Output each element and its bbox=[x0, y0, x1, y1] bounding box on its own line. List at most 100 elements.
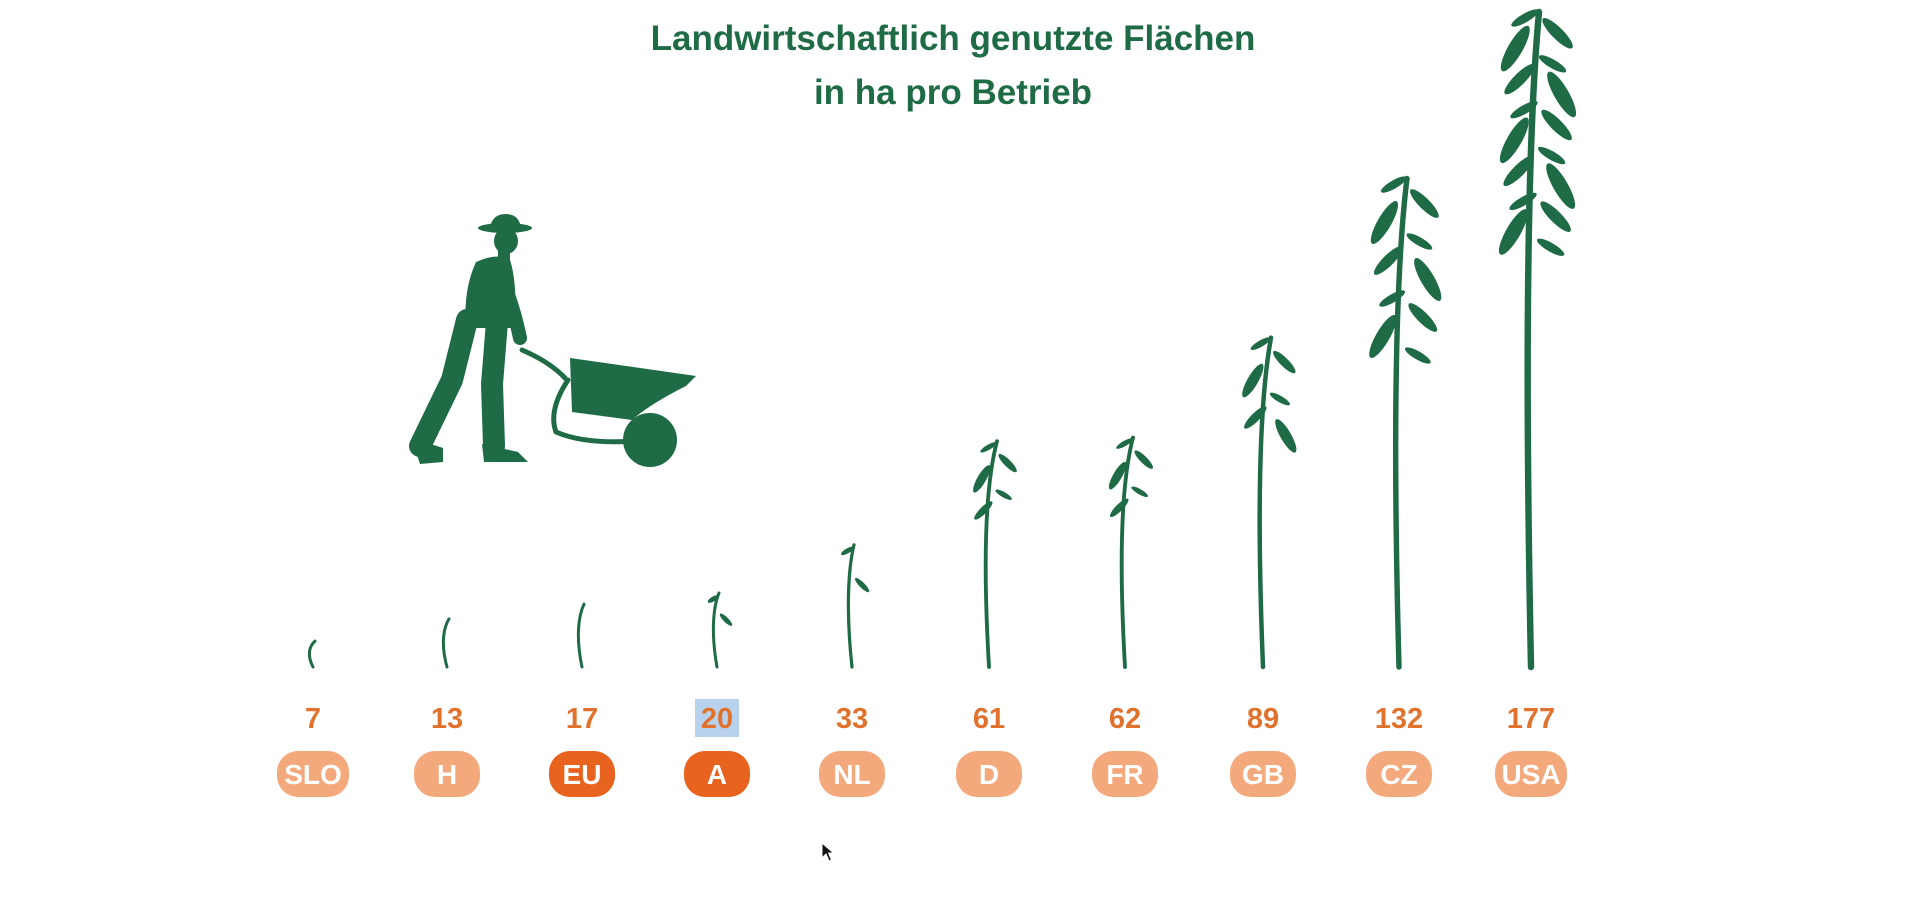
value-label-nl: 33 bbox=[836, 703, 868, 735]
badge-background bbox=[819, 751, 885, 797]
plant-leaf bbox=[1546, 163, 1576, 209]
plant-mark-fr bbox=[1108, 435, 1153, 669]
value-label-fr: 62 bbox=[1109, 703, 1141, 735]
value-labels-group: 7 13 17 20 33 61 62 89 132 177 bbox=[305, 699, 1555, 737]
plant-leaf bbox=[1379, 290, 1406, 307]
plant-leaf bbox=[998, 453, 1017, 473]
plant-leaf bbox=[1536, 238, 1565, 256]
plant-mark-gb bbox=[1242, 335, 1297, 670]
plant-leaf bbox=[1250, 337, 1271, 351]
plant-leaf bbox=[1509, 192, 1537, 211]
category-badge-h: H bbox=[414, 751, 480, 797]
plant-leaf bbox=[1108, 461, 1127, 490]
plant-leaf bbox=[995, 489, 1012, 500]
plant-leaf bbox=[1503, 155, 1534, 187]
badge-label: FR bbox=[1106, 759, 1143, 790]
plant-mark-nl bbox=[841, 543, 870, 669]
badge-background bbox=[414, 751, 480, 797]
plant-mark-usa bbox=[1498, 8, 1577, 671]
plant-leaf bbox=[1414, 258, 1442, 301]
plant-leaf bbox=[1110, 498, 1129, 518]
plant-mark-a bbox=[707, 591, 733, 669]
badge-background bbox=[1495, 751, 1567, 797]
plant-leaf bbox=[1542, 18, 1573, 49]
plant-leaf bbox=[707, 595, 719, 603]
badge-background bbox=[684, 751, 750, 797]
plant-leaf bbox=[1134, 450, 1153, 469]
category-badge-fr: FR bbox=[1092, 751, 1158, 797]
category-badge-a: A bbox=[684, 751, 750, 797]
badge-label: SLO bbox=[284, 759, 342, 790]
badge-label: GB bbox=[1242, 759, 1284, 790]
plant-leaf bbox=[855, 577, 870, 593]
badge-background bbox=[1092, 751, 1158, 797]
plant-leaf bbox=[1510, 101, 1538, 119]
chart-subtitle: in ha pro Betrieb bbox=[813, 73, 1093, 112]
category-badge-gb: GB bbox=[1230, 751, 1296, 797]
value-label-a: 20 bbox=[701, 703, 733, 735]
plant-leaf bbox=[1541, 109, 1572, 141]
category-badge-d: D bbox=[956, 751, 1022, 797]
plant-leaf bbox=[1409, 189, 1439, 218]
plant-stem bbox=[711, 591, 721, 669]
plant-leaf bbox=[1538, 55, 1567, 73]
badge-label: D bbox=[979, 759, 999, 790]
badge-label: EU bbox=[563, 759, 602, 790]
plant-mark-d bbox=[973, 439, 1017, 669]
plant-leaf bbox=[1373, 246, 1403, 275]
plant-leaf bbox=[1116, 438, 1133, 449]
plant-leaf bbox=[1273, 350, 1296, 374]
category-badge-slo: SLO bbox=[277, 751, 349, 797]
category-badge-cz: CZ bbox=[1366, 751, 1432, 797]
plant-leaf bbox=[1504, 63, 1535, 95]
plant-stem bbox=[1257, 335, 1274, 670]
badge-background bbox=[277, 751, 349, 797]
plant-mark-eu bbox=[576, 602, 586, 669]
plant-leaf bbox=[1370, 201, 1399, 245]
badge-label: A bbox=[707, 759, 727, 790]
value-label-usa: 177 bbox=[1507, 703, 1555, 735]
plant-leaf bbox=[1275, 419, 1297, 453]
plant-leaf bbox=[1499, 117, 1529, 164]
plant-leaf bbox=[841, 546, 854, 556]
badge-background bbox=[549, 751, 615, 797]
value-label-eu: 17 bbox=[566, 703, 598, 735]
plant-leaf bbox=[1540, 201, 1571, 232]
plant-leaf bbox=[980, 442, 997, 453]
plant-leaf bbox=[1500, 25, 1530, 72]
plant-leaf bbox=[1537, 146, 1566, 165]
value-label-h: 13 bbox=[431, 703, 463, 735]
plant-mark-cz bbox=[1369, 175, 1442, 670]
chart-title: Landwirtschaftlich genutzte Flächen bbox=[650, 19, 1256, 58]
plant-leaf bbox=[1269, 392, 1290, 406]
plant-stem bbox=[983, 439, 999, 669]
category-badge-eu: EU bbox=[549, 751, 615, 797]
farmer-wheelbarrow-illustration bbox=[409, 214, 696, 467]
chart-title-block: Landwirtschaftlich genutzte Flächen in h… bbox=[0, 12, 1906, 120]
plant-leaf bbox=[719, 613, 733, 626]
plant-leaf bbox=[1404, 347, 1431, 364]
plant-leaf bbox=[1408, 303, 1438, 332]
plant-leaf bbox=[973, 465, 991, 493]
plant-stem bbox=[1393, 175, 1410, 670]
plant-mark-h bbox=[441, 617, 451, 669]
value-label-d: 61 bbox=[973, 703, 1005, 735]
plant-stem bbox=[1524, 8, 1543, 671]
value-label-cz: 132 bbox=[1375, 703, 1423, 735]
badge-background bbox=[956, 751, 1022, 797]
plant-leaf bbox=[1406, 233, 1433, 250]
plant-leaf bbox=[1244, 406, 1267, 429]
badge-label: NL bbox=[833, 759, 870, 790]
category-badge-nl: NL bbox=[819, 751, 885, 797]
plant-stem bbox=[1119, 435, 1135, 669]
badge-label: CZ bbox=[1380, 759, 1417, 790]
value-label-gb: 89 bbox=[1247, 703, 1279, 735]
badge-label: USA bbox=[1501, 759, 1560, 790]
mouse-cursor-icon bbox=[821, 842, 835, 862]
plant-marks-group bbox=[307, 8, 1577, 671]
plant-stem bbox=[307, 639, 317, 669]
plant-leaf bbox=[1242, 363, 1264, 398]
plant-stem bbox=[441, 617, 451, 669]
plant-leaf bbox=[1498, 209, 1528, 255]
